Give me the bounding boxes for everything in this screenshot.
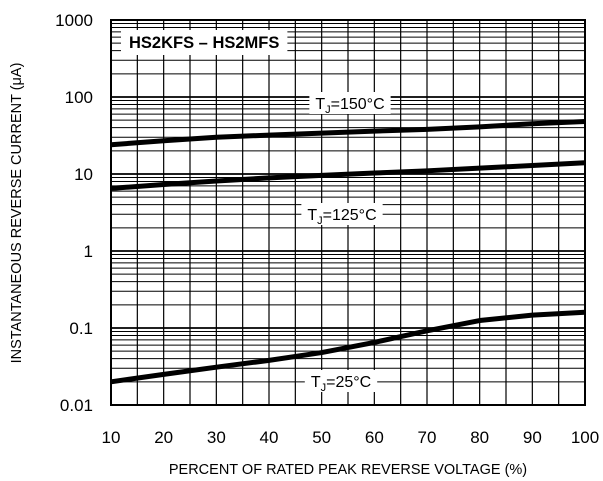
series-label-rest: =25°C (326, 374, 371, 391)
series-label-main: T (311, 374, 321, 391)
x-tick-label: 100 (571, 428, 599, 447)
x-axis-title: PERCENT OF RATED PEAK REVERSE VOLTAGE (%… (169, 462, 527, 478)
plot-frame (110, 19, 586, 406)
series-layer (110, 119, 586, 385)
series-line (110, 309, 586, 385)
y-tick-label: 1000 (55, 11, 93, 30)
y-tick-label: 0.01 (60, 396, 93, 415)
x-tick-labels: 10 20 30 40 50 60 70 80 90 100 (102, 428, 600, 447)
series-label: TJ=25°C (304, 370, 378, 394)
x-tick-label: 10 (102, 428, 121, 447)
y-tick-label: 0.1 (69, 319, 93, 338)
series-label-text: TJ=25°C (311, 374, 371, 394)
x-tick-label: 50 (312, 428, 331, 447)
chart-title-bg (121, 30, 288, 55)
series-label-main: T (307, 207, 317, 224)
series-line (110, 119, 586, 148)
x-tick-label: 20 (154, 428, 173, 447)
series-label-bg (301, 203, 383, 225)
series-label-rest: =125°C (323, 207, 377, 224)
y-tick-label: 100 (65, 88, 93, 107)
series-label-text: TJ=150°C (315, 96, 384, 116)
series-label-bg (309, 92, 391, 114)
x-tick-label: 60 (365, 428, 384, 447)
series-label-rest: =150°C (331, 96, 385, 113)
series-label: TJ=125°C (301, 203, 383, 227)
x-tick-label: 30 (207, 428, 226, 447)
chart-title: HS2KFS – HS2MFS (129, 34, 279, 52)
x-tick-label: 80 (470, 428, 489, 447)
chart-title-box: HS2KFS – HS2MFS (121, 30, 288, 55)
x-tick-label: 40 (260, 428, 279, 447)
series-label-sub: J (317, 215, 323, 227)
series-line (110, 160, 586, 191)
y-axis-title: INSTANTANEOUS REVERSE CURRENT (μA) (9, 63, 25, 364)
grid-lines (110, 19, 586, 406)
y-tick-label: 1 (84, 242, 93, 261)
series-label-sub: J (325, 104, 331, 116)
series-label-bg (304, 370, 378, 392)
series-label-main: T (315, 96, 325, 113)
series-label-text: TJ=125°C (307, 207, 376, 227)
x-tick-label: 70 (418, 428, 437, 447)
y-tick-label: 10 (74, 165, 93, 184)
y-tick-labels: 0.01 0.1 1 10 100 1000 (55, 11, 93, 415)
series-label-sub: J (321, 382, 327, 394)
series-label: TJ=150°C (309, 92, 391, 116)
x-tick-label: 90 (523, 428, 542, 447)
